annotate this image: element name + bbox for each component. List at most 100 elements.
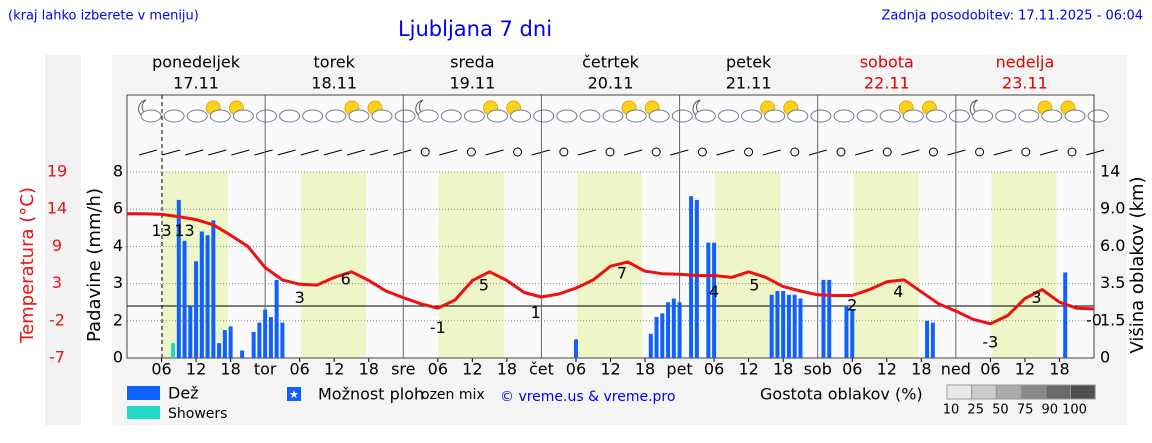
wind-barb: [138, 149, 158, 156]
x-tick-label: 12: [324, 360, 344, 379]
x-tick-label: ned: [941, 360, 971, 379]
cloud-icon: [949, 109, 970, 123]
precip-bar: [769, 294, 774, 358]
cloud-icon: [556, 109, 578, 123]
cloud-icon: [394, 109, 416, 123]
precip-bar: [666, 302, 671, 358]
precip-bar: [781, 291, 786, 358]
temp-label: 6: [341, 270, 351, 289]
cloud-icon: [995, 109, 1017, 123]
temp-label: 13: [174, 221, 194, 240]
precip-bar: [654, 317, 659, 358]
credit: © vreme.us & vreme.pro: [500, 389, 675, 405]
precip-bar: [798, 298, 803, 358]
y2-tick-label: 14: [1100, 162, 1120, 181]
precip-bar: [573, 339, 578, 358]
wind-calm: [420, 147, 430, 157]
precip-bar: [930, 322, 935, 358]
legend-swatch: [127, 406, 160, 419]
wind-calm: [1067, 147, 1077, 157]
precip-bar: [176, 199, 181, 358]
precip-bar: [827, 279, 832, 358]
cloud-icon: [1018, 109, 1040, 123]
day-name: petek: [726, 53, 772, 72]
day-date: 20.11: [588, 74, 634, 93]
wind-barb: [300, 149, 319, 156]
day-date: 23.11: [1002, 74, 1048, 93]
cloud-icon: [764, 109, 786, 123]
day-date: 17.11: [173, 74, 219, 93]
wind-barb: [1085, 149, 1105, 156]
cloud-swatch: [1020, 384, 1047, 400]
y2-axis-title: Višina oblakov (km): [1127, 176, 1148, 353]
daylight: [991, 172, 1057, 358]
daylight: [715, 172, 781, 358]
cloud-swatch: [971, 384, 997, 400]
cloud-icon: [718, 109, 739, 123]
cloud-level-label: 90: [1042, 403, 1059, 418]
x-tick-label: sob: [804, 360, 832, 379]
y2-tick-label: 0: [1100, 348, 1110, 367]
day-name: četrtek: [582, 53, 640, 72]
x-tick-label: 06: [151, 360, 171, 379]
precip-bar: [660, 313, 665, 358]
precip-bar: [222, 330, 227, 358]
cloud-level-label: 75: [1017, 403, 1034, 418]
cloud-icon: [279, 109, 301, 123]
updated: Zadnja posodobitev: 17.11.2025 - 06:04: [881, 9, 1143, 24]
title: Ljubljana 7 dni: [398, 17, 552, 41]
precip-bar: [263, 309, 268, 358]
x-tick-label: 18: [220, 360, 240, 379]
temp-label: -1: [430, 318, 446, 337]
temp-label: 4: [709, 282, 719, 301]
precip-bar: [280, 322, 285, 358]
wind-barb: [623, 149, 643, 156]
precip-bar: [257, 322, 262, 358]
wind-barb: [161, 149, 181, 156]
cloud-level-label: 50: [992, 403, 1009, 418]
wind-barb: [716, 149, 735, 156]
cloud-icon: [348, 109, 370, 123]
cloud-icon: [209, 109, 231, 123]
precip-bar: [671, 298, 676, 358]
precip-bar: [217, 343, 222, 358]
wind-calm: [882, 147, 892, 157]
x-tick-label: pet: [666, 360, 692, 379]
precip-bar: [786, 294, 791, 358]
wind-barb: [323, 149, 342, 156]
temp-label: 3: [295, 288, 305, 307]
cloud-icon: [879, 109, 901, 123]
day-date: 19.11: [449, 74, 495, 93]
precip-bar: [194, 261, 199, 358]
legend-label: Možnost ploh: [318, 385, 424, 404]
y2-tick-label: 1.5: [1100, 310, 1125, 329]
day-date: 18.11: [311, 74, 357, 93]
x-tick-label: 06: [980, 360, 1000, 379]
temp-label: 1: [531, 303, 541, 322]
precip-bar: [850, 309, 855, 358]
cloud-icon: [602, 109, 624, 123]
y-tick-label: 0: [113, 348, 123, 367]
cloud-icon: [902, 109, 924, 123]
wind-calm: [928, 147, 938, 157]
legend-label: Gostota oblakov (%): [760, 385, 923, 404]
wind-calm: [1021, 147, 1031, 157]
plot-frame: [126, 94, 1095, 359]
legend-label: Dež: [168, 384, 199, 403]
y2-tick-label: 3.5: [1100, 273, 1125, 292]
temp-label: -0: [1086, 310, 1102, 329]
cloud-icon: [325, 109, 347, 123]
cloud-level-label: 100: [1062, 403, 1087, 418]
legend-swatch: [287, 387, 301, 401]
x-tick-label: 18: [1049, 360, 1069, 379]
precip-bar: [182, 240, 187, 358]
wind-barb: [231, 149, 250, 156]
precip-bar: [188, 305, 193, 358]
temp-label: 13: [151, 221, 171, 240]
cloud-icon: [440, 109, 462, 123]
y2-tick-label: 6.0: [1100, 236, 1125, 255]
precip-bar: [274, 279, 279, 358]
x-tick-label: sre: [391, 360, 415, 379]
legend-label: ozen mix: [421, 387, 485, 403]
x-tick-label: 18: [497, 360, 517, 379]
